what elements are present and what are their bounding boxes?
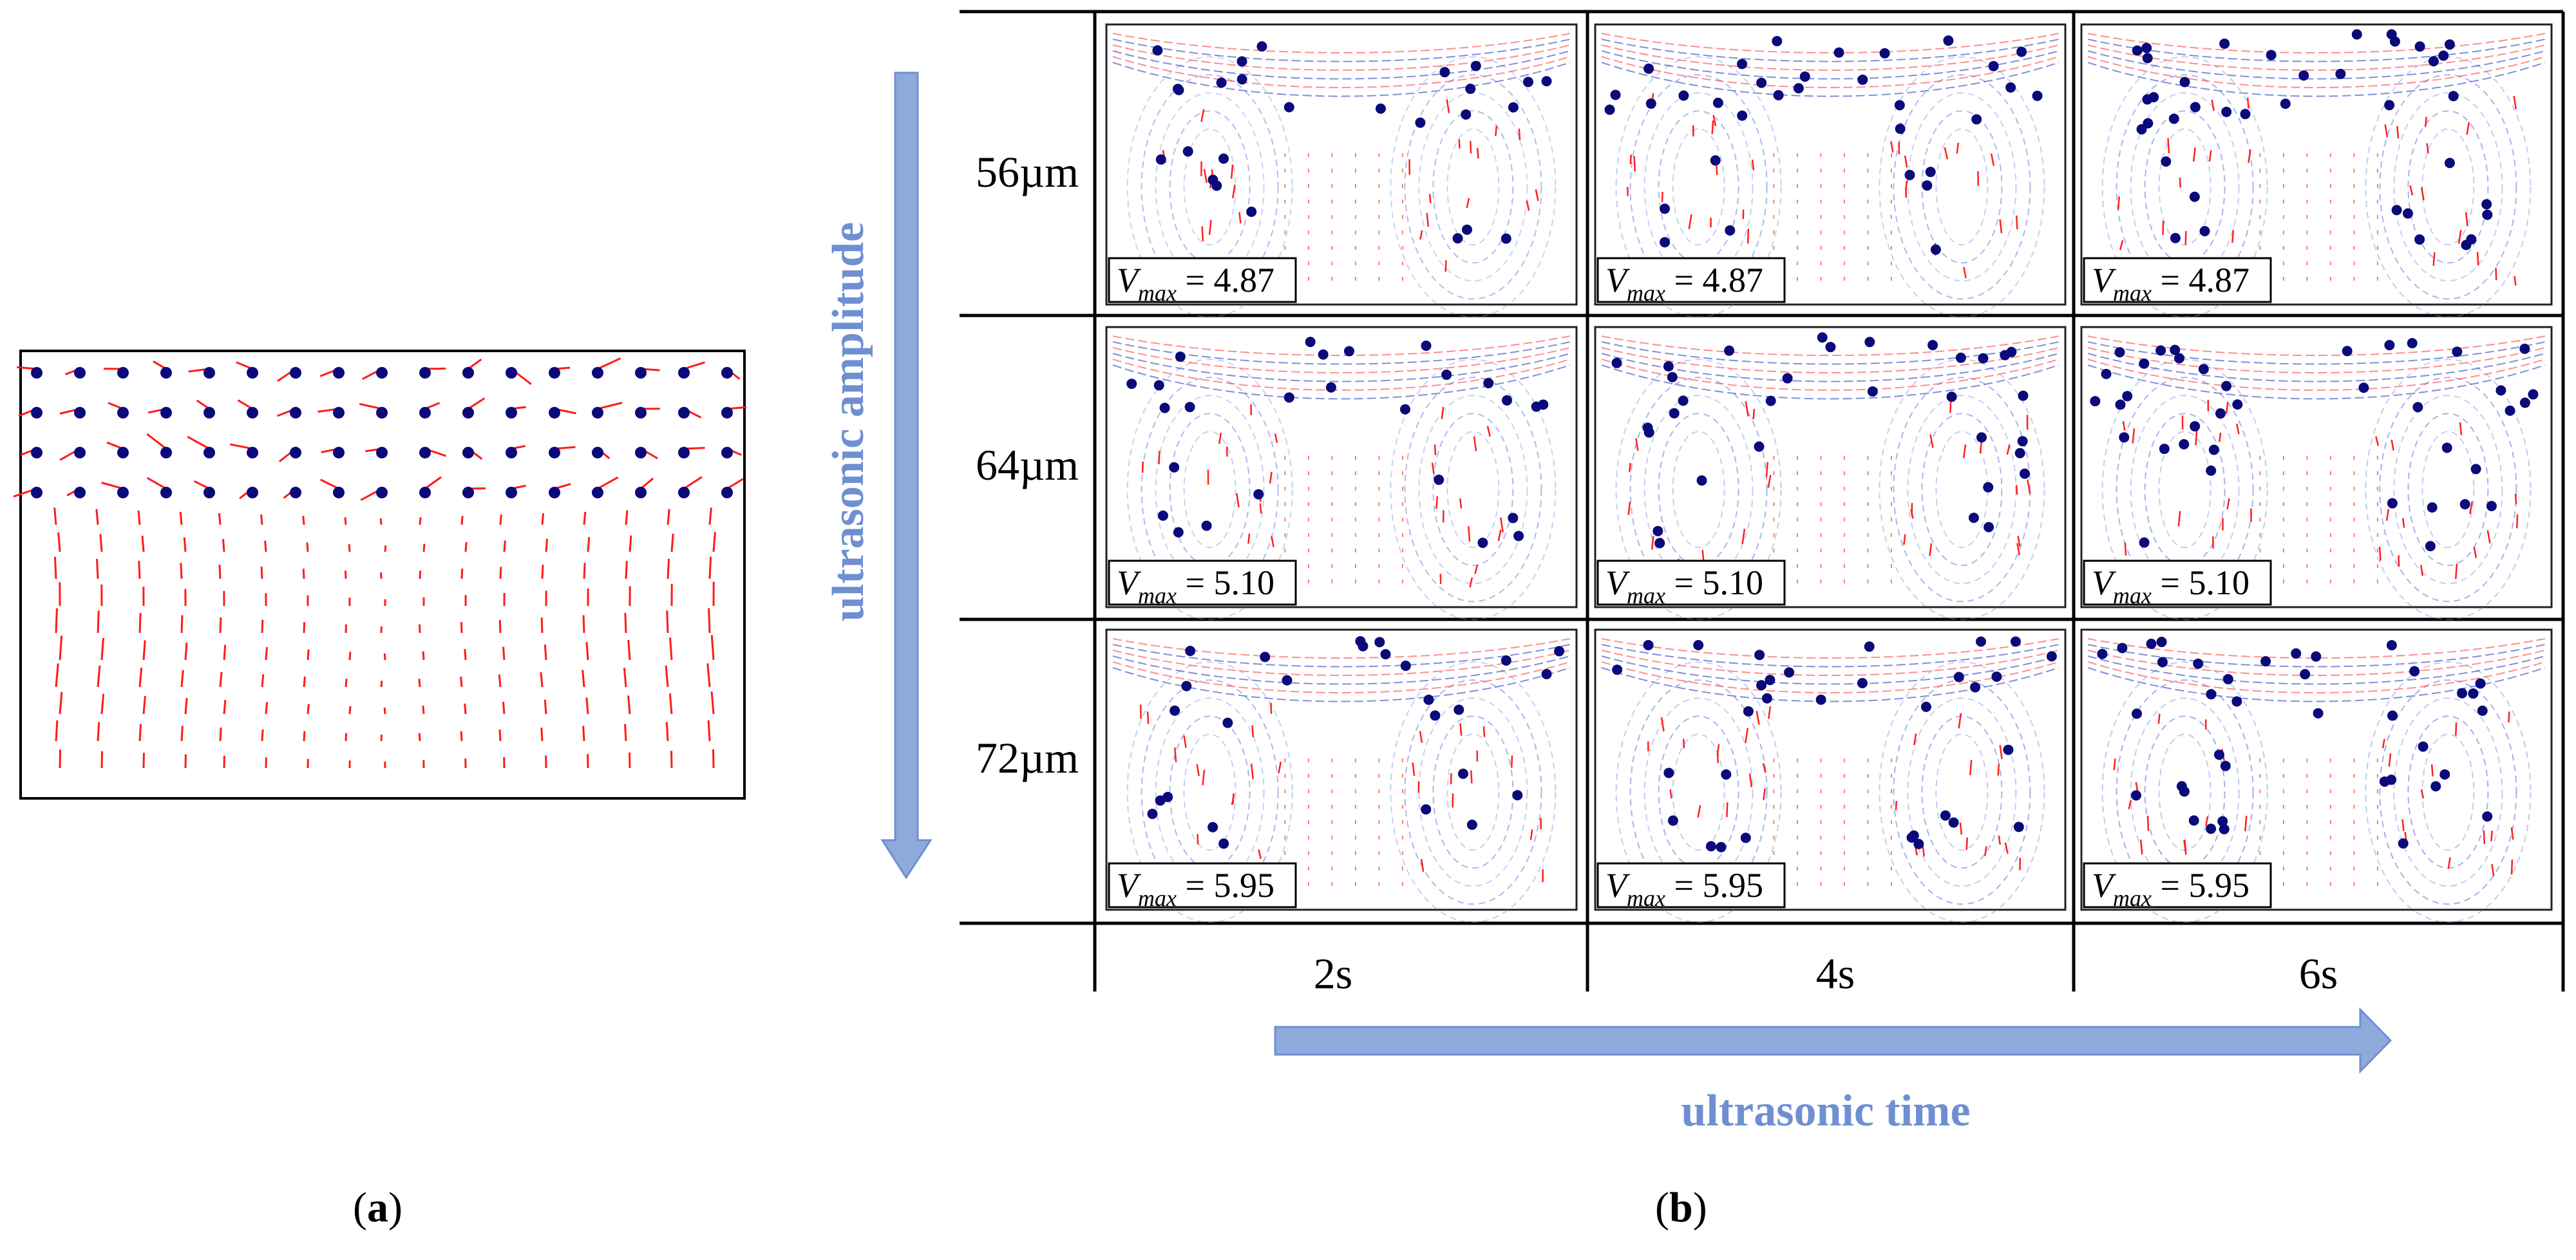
caption-a: (a): [353, 1184, 402, 1231]
vmax-label: Vmax = 5.95: [1117, 866, 1274, 911]
flow-cell-r1-c3: Vmax = 4.87: [2080, 23, 2553, 318]
time-arrow-shape: [1274, 1007, 2392, 1074]
column-label-6s: 6s: [2299, 949, 2338, 998]
amplitude-arrow: ultrasonic amplitude: [824, 71, 933, 879]
amplitude-arrow-shape: [880, 71, 933, 879]
column-label-2s: 2s: [1314, 949, 1352, 998]
panel-b-grid: [960, 10, 2565, 992]
flow-cell-r3-c3: Vmax = 5.95: [2080, 628, 2553, 923]
vmax-label: Vmax = 4.87: [1605, 261, 1763, 306]
vmax-label: Vmax = 4.87: [2092, 261, 2249, 306]
vmax-label: Vmax = 5.10: [2092, 563, 2249, 608]
row-label-56: 56µm: [976, 147, 1079, 196]
vmax-label: Vmax = 5.10: [1117, 563, 1274, 608]
row-label-72: 72µm: [976, 733, 1079, 782]
panel-b-cells: Vmax = 4.87 Vmax = 4.87 Vmax = 4.87 Vmax = …: [1105, 23, 2553, 923]
row-label-64: 64µm: [976, 440, 1079, 489]
panel-a-flow-field: [13, 350, 747, 800]
row-labels: 56µm 64µm 72µm: [976, 147, 1079, 782]
time-arrow: ultrasonic time: [1274, 1007, 2392, 1136]
column-label-4s: 4s: [1816, 949, 1855, 998]
vmax-label: Vmax = 5.10: [1605, 563, 1763, 608]
vmax-label: Vmax = 4.87: [1117, 261, 1274, 306]
flow-cell-r2-c1: Vmax = 5.10: [1105, 326, 1578, 621]
vmax-label: Vmax = 5.95: [2092, 866, 2249, 911]
time-axis-label: ultrasonic time: [1681, 1086, 1970, 1136]
amplitude-axis-label: ultrasonic amplitude: [824, 222, 873, 621]
panel-a-domain-box: [19, 350, 746, 800]
flow-cell-r1-c1: Vmax = 4.87: [1105, 23, 1578, 318]
flow-cell-r2-c2: Vmax = 5.10: [1594, 326, 2067, 621]
panel-a-particles: [31, 367, 733, 498]
vmax-label: Vmax = 5.95: [1605, 866, 1763, 911]
flow-cell-r2-c3: Vmax = 5.10: [2080, 326, 2553, 621]
flow-cell-r1-c2: Vmax = 4.87: [1594, 23, 2067, 318]
flow-cell-r3-c2: Vmax = 5.95: [1594, 628, 2067, 923]
flow-cell-r3-c1: Vmax = 5.95: [1105, 628, 1578, 923]
caption-b: (b): [1655, 1184, 1707, 1231]
column-labels: 2s 4s 6s: [1314, 949, 2338, 998]
